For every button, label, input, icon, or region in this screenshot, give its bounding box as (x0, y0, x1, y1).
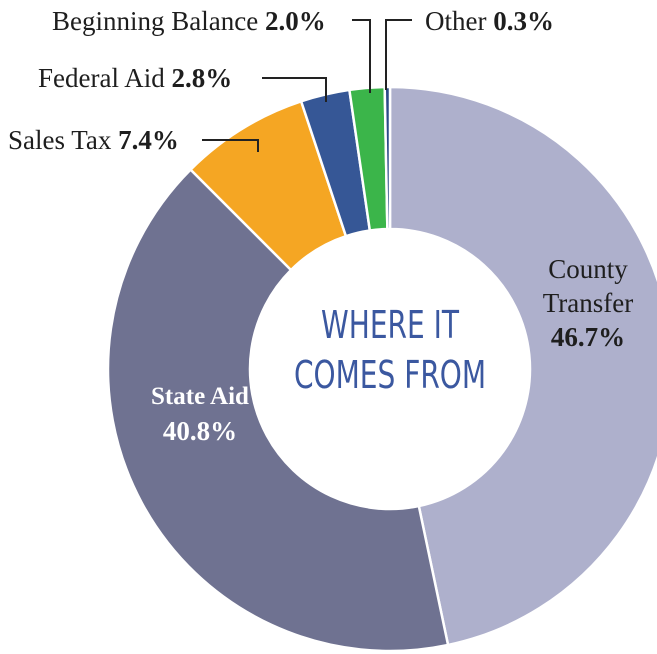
slice-label: Federal Aid 2.8% (38, 63, 232, 93)
leader-lines (202, 19, 412, 152)
value-label: 2.8% (171, 63, 233, 93)
category-label: Sales Tax (8, 125, 112, 155)
category-label: Other (425, 6, 487, 36)
slice-label: County Transfer 46.7% (528, 252, 648, 354)
value-label: 46.7% (550, 322, 626, 352)
value-label: 7.4% (118, 125, 179, 155)
value-label: 0.3% (493, 6, 554, 36)
leader-line (262, 77, 327, 102)
category-label: County Transfer (542, 254, 634, 318)
value-label: 2.0% (264, 6, 326, 36)
slice (106, 167, 450, 653)
slice-label: Sales Tax 7.4% (8, 125, 179, 155)
leader-line (202, 139, 259, 152)
center-line: COMES FROM (293, 353, 487, 397)
leader-line (352, 19, 371, 93)
center-title: WHERE IT COMES FROM (275, 300, 505, 400)
category-label: Federal Aid (38, 63, 165, 93)
center-line: WHERE IT (321, 303, 459, 347)
slices (106, 85, 657, 653)
value-label: 40.8% (162, 416, 238, 446)
leader-line (385, 19, 412, 90)
slice-label: Other 0.3% (425, 6, 554, 36)
category-label: Beginning Balance (52, 6, 259, 36)
category-label: State Aid (151, 383, 249, 410)
slice-label: Beginning Balance 2.0% (52, 6, 326, 36)
slice (388, 85, 657, 647)
slice-label: State Aid 40.8% (145, 380, 255, 448)
